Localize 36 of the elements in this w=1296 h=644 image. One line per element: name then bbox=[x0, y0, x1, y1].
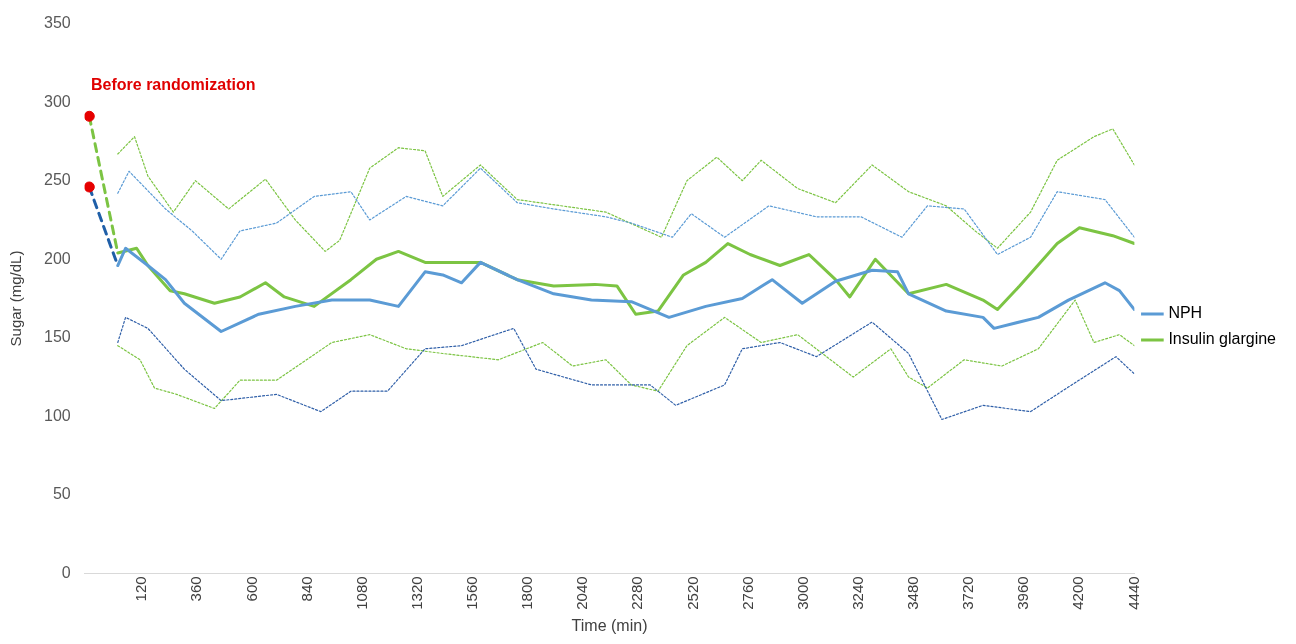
x-tick-label: 4440 bbox=[1124, 576, 1142, 610]
x-tick-label: 360 bbox=[187, 576, 205, 602]
x-tick-label: 1080 bbox=[352, 576, 370, 610]
y-tick-label: 250 bbox=[43, 171, 71, 189]
x-tick-label: 2760 bbox=[738, 576, 756, 610]
x-axis-title: Time (min) bbox=[571, 616, 648, 634]
y-tick-label: 200 bbox=[43, 249, 71, 267]
x-tick-label: 120 bbox=[132, 576, 150, 602]
x-tick-label: 3720 bbox=[959, 576, 977, 610]
x-tick-label: 2280 bbox=[628, 576, 646, 610]
annotation: Before randomization bbox=[91, 75, 256, 93]
x-tick-label: 2040 bbox=[573, 576, 591, 610]
y-tick-label: 350 bbox=[43, 14, 71, 32]
y-tick-label: 300 bbox=[43, 92, 71, 110]
x-tick-label: 3240 bbox=[848, 576, 866, 610]
x-tick-label: 600 bbox=[242, 576, 260, 602]
y-tick-label: 150 bbox=[43, 328, 71, 346]
legend-label: Insulin glargine bbox=[1168, 330, 1277, 348]
x-tick-label: 4200 bbox=[1069, 576, 1087, 610]
y-tick-label: 100 bbox=[43, 406, 71, 424]
x-tick-label: 840 bbox=[297, 576, 315, 602]
x-tick-label: 1560 bbox=[463, 576, 481, 610]
line-series bbox=[117, 316, 1135, 421]
x-tick-label: 2520 bbox=[683, 576, 701, 610]
x-tick-label: 1320 bbox=[407, 576, 425, 610]
line-series bbox=[117, 299, 1135, 410]
y-tick-label: 0 bbox=[61, 563, 71, 581]
x-tick-label: 3480 bbox=[904, 576, 922, 610]
y-tick-label: 50 bbox=[52, 485, 71, 503]
y-axis-title: Sugar (mg/dL) bbox=[7, 250, 25, 347]
line-series bbox=[117, 128, 1135, 252]
x-tick-label: 3960 bbox=[1014, 576, 1032, 610]
line-series bbox=[117, 167, 1135, 260]
x-tick-label: 3000 bbox=[793, 576, 811, 610]
legend-label: NPH bbox=[1168, 304, 1203, 322]
x-tick-label: 1800 bbox=[518, 576, 536, 610]
